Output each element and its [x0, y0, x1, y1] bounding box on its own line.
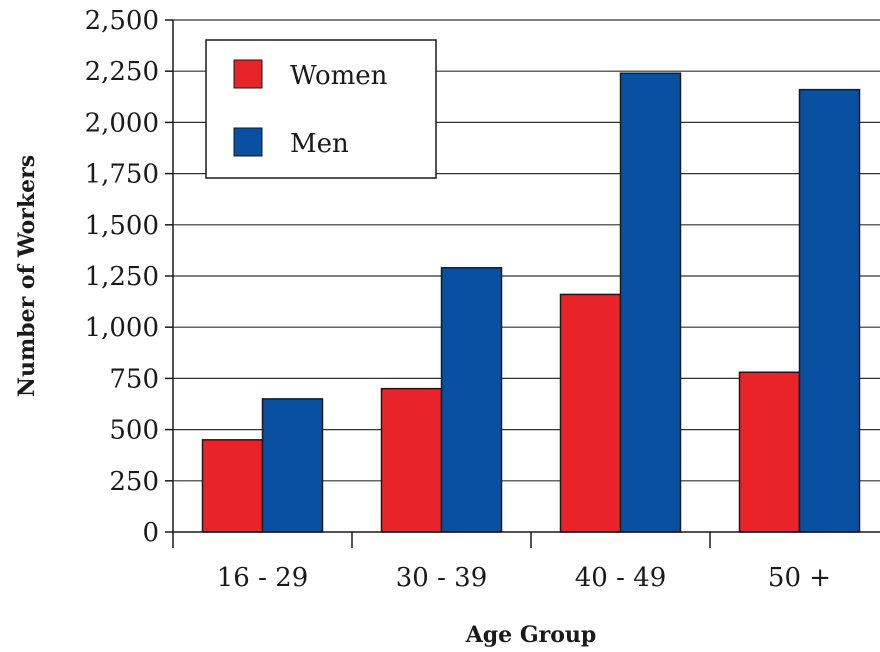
y-tick-label: 0 — [142, 518, 159, 548]
legend-label-men: Men — [290, 129, 349, 159]
bar-men-2 — [619, 72, 682, 533]
y-tick-label: 1,250 — [85, 262, 159, 292]
bar-women-2 — [559, 293, 622, 533]
y-tick-label: 250 — [109, 467, 159, 497]
bar-women-1 — [380, 387, 443, 533]
bar-men-3 — [798, 88, 861, 533]
legend: Women Men — [205, 39, 437, 179]
bar-women-3 — [738, 371, 801, 533]
bar-men-1 — [440, 267, 503, 533]
y-axis-title: Number of Workers — [14, 155, 40, 397]
bar-men-0 — [261, 398, 324, 533]
x-ticks: 16 - 29 30 - 39 40 - 49 50 + — [172, 532, 831, 593]
x-tick-label: 50 + — [768, 563, 831, 593]
legend-label-women: Women — [290, 61, 388, 91]
y-tick-label: 2,000 — [85, 108, 159, 138]
y-tick-label: 2,500 — [85, 6, 159, 36]
y-tick-label: 1,500 — [85, 211, 159, 241]
bar-women-0 — [201, 439, 264, 533]
y-tick-label: 750 — [109, 364, 159, 394]
legend-swatch-women — [233, 59, 263, 89]
legend-swatch-men — [233, 127, 263, 157]
y-tick-label: 1,750 — [85, 160, 159, 190]
x-tick-label: 40 - 49 — [575, 563, 666, 593]
y-tick-label: 1,000 — [85, 313, 159, 343]
y-tick-label: 500 — [109, 416, 159, 446]
x-axis-title: Age Group — [465, 622, 597, 648]
y-tick-label: 2,250 — [85, 57, 159, 87]
y-ticks: 0 250 500 750 1,000 1,250 1,500 1,750 2,000 2,250… — [85, 6, 173, 548]
x-tick-label: 16 - 29 — [217, 563, 308, 593]
x-tick-label: 30 - 39 — [396, 563, 487, 593]
